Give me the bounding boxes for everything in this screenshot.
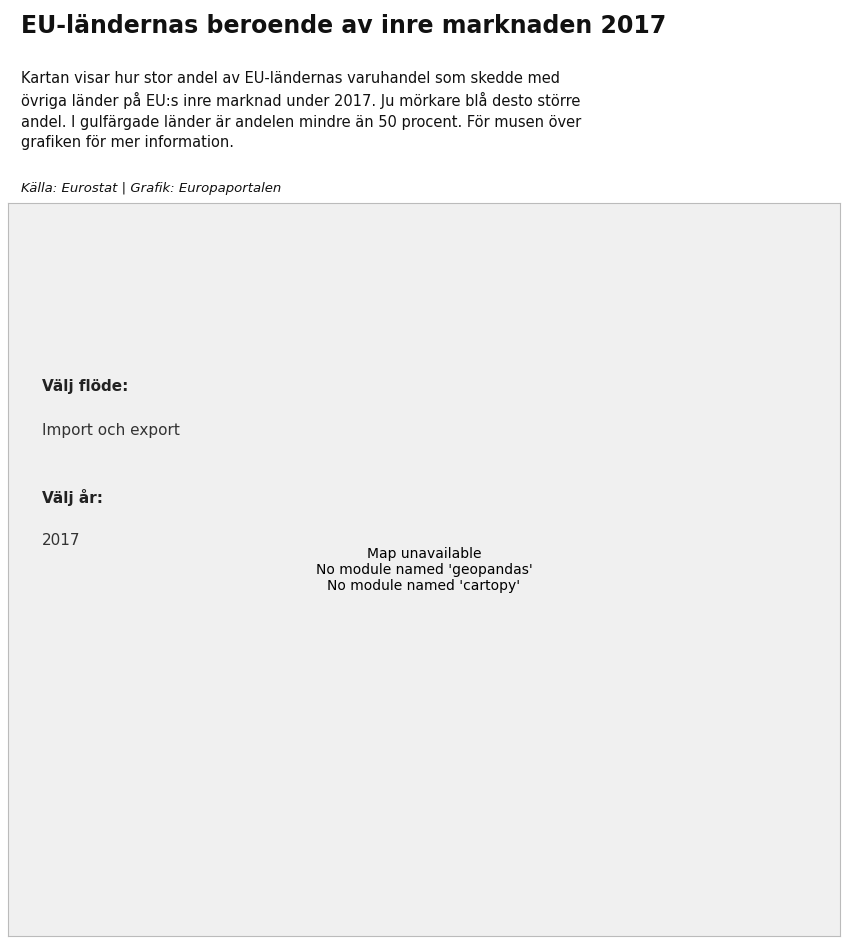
Text: 2017: 2017	[42, 533, 81, 548]
Text: Välj flöde:: Välj flöde:	[42, 379, 128, 394]
Text: Import och export: Import och export	[42, 423, 180, 438]
Text: Map unavailable
No module named 'geopandas'
No module named 'cartopy': Map unavailable No module named 'geopand…	[315, 547, 533, 593]
Text: Välj år:: Välj år:	[42, 489, 103, 506]
Text: Kartan visar hur stor andel av EU-ländernas varuhandel som skedde med
övriga län: Kartan visar hur stor andel av EU-länder…	[21, 71, 582, 150]
Text: Källa: Eurostat | Grafik: Europaportalen: Källa: Eurostat | Grafik: Europaportalen	[21, 182, 282, 194]
Text: EU-ländernas beroende av inre marknaden 2017: EU-ländernas beroende av inre marknaden …	[21, 14, 667, 38]
